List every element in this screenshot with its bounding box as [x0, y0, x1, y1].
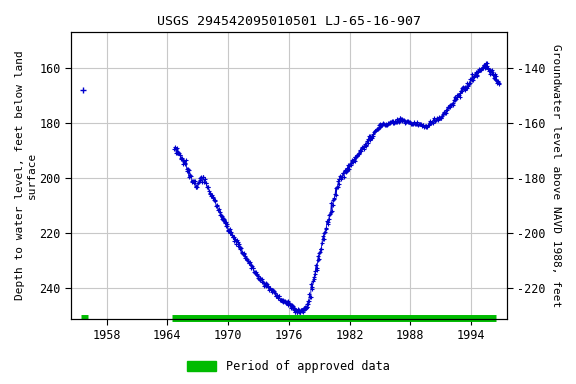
Y-axis label: Depth to water level, feet below land
surface: Depth to water level, feet below land su…: [15, 50, 37, 300]
Legend: Period of approved data: Period of approved data: [182, 356, 394, 378]
Y-axis label: Groundwater level above NAVD 1988, feet: Groundwater level above NAVD 1988, feet: [551, 44, 561, 307]
Title: USGS 294542095010501 LJ-65-16-907: USGS 294542095010501 LJ-65-16-907: [157, 15, 421, 28]
